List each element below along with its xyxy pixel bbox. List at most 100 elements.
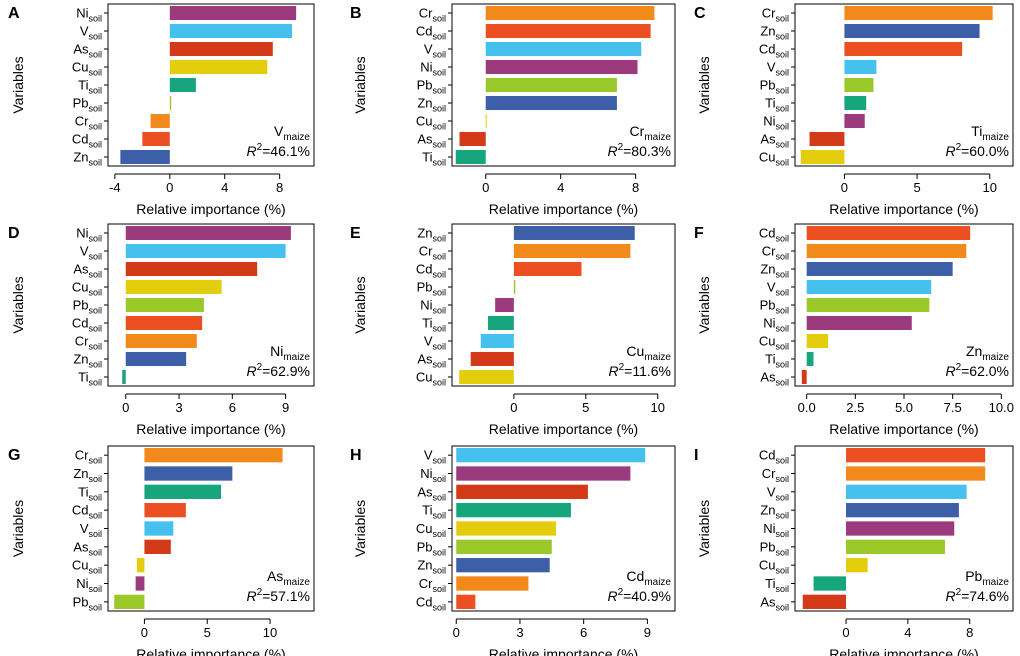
bar-ni <box>846 521 955 536</box>
category-label: Nisoil <box>420 466 446 484</box>
category-label: Vsoil <box>80 521 102 539</box>
category-label: Pbsoil <box>417 78 446 96</box>
category-label: Pbsoil <box>417 280 446 298</box>
panel-letter: E <box>350 225 361 242</box>
category-label: Assoil <box>417 132 446 150</box>
target-label: Pbmaize <box>965 568 1009 588</box>
bar-cr <box>513 243 631 259</box>
panel-letter: H <box>350 447 362 464</box>
bar-cu <box>136 558 145 573</box>
target-label: Timaize <box>971 123 1009 143</box>
x-tick-label: 8 <box>276 180 283 195</box>
panel-letter: F <box>694 225 704 242</box>
x-tick-label: 0 <box>482 180 489 195</box>
category-label: Assoil <box>417 352 446 370</box>
panel-letter: I <box>694 447 698 464</box>
category-label: Pbsoil <box>73 594 102 612</box>
category-label: Tisoil <box>78 484 102 502</box>
bar-ni <box>125 225 291 241</box>
category-label: Cdsoil <box>72 132 102 150</box>
bar-cr <box>844 5 993 21</box>
x-axis-label: Relative importance (%) <box>489 421 638 437</box>
bar-ni <box>485 59 638 75</box>
bar-as <box>125 261 258 277</box>
bar-cd <box>806 225 971 241</box>
r2-label: R2=60.0% <box>945 142 1009 159</box>
bar-cu <box>846 558 868 573</box>
panel-letter: B <box>350 5 362 22</box>
category-label: Cusoil <box>72 558 102 576</box>
bar-ni <box>844 113 865 129</box>
panel-i: CdsoilCrsoilVsoilZnsoilNisoilPbsoilCusoi… <box>694 445 1014 656</box>
target-label: Nimaize <box>270 343 310 363</box>
bar-pb <box>114 594 145 609</box>
category-label: Pbsoil <box>760 539 789 557</box>
category-label: Pbsoil <box>73 96 102 114</box>
bar-cd <box>125 315 203 331</box>
panel-e: ZnsoilCrsoilCdsoilPbsoilNisoilTisoilVsoi… <box>350 223 676 437</box>
x-tick-label: 0 <box>842 625 849 640</box>
x-axis-label: Relative importance (%) <box>829 201 978 217</box>
category-label: Crsoil <box>762 6 789 24</box>
bar-cd <box>142 131 170 147</box>
bar-ti <box>144 484 222 499</box>
category-label: Cdsoil <box>72 316 102 334</box>
bar-ni <box>456 466 631 481</box>
category-label: Znsoil <box>760 24 789 42</box>
category-label: Cdsoil <box>759 448 789 466</box>
bar-zn <box>513 225 635 241</box>
bar-as <box>802 594 847 609</box>
bar-pb <box>485 77 617 93</box>
bar-as <box>809 131 845 147</box>
category-label: Crsoil <box>419 6 446 24</box>
bar-cu <box>485 113 487 129</box>
y-axis-label: Variables <box>10 276 26 333</box>
category-label: Vsoil <box>767 484 789 502</box>
bar-pb <box>513 279 516 295</box>
category-label: Nisoil <box>76 576 102 594</box>
bar-pb <box>456 539 552 554</box>
category-label: Znsoil <box>417 96 446 114</box>
r2-label: R2=62.0% <box>945 362 1009 379</box>
bar-ni <box>806 315 912 331</box>
x-tick-label: 8 <box>966 625 973 640</box>
r2-label: R2=46.1% <box>246 142 310 159</box>
category-label: Nisoil <box>763 521 789 539</box>
bar-v <box>456 448 646 463</box>
panel-letter: G <box>8 447 20 464</box>
category-label: Cdsoil <box>416 24 446 42</box>
bar-cr <box>846 466 986 481</box>
x-axis-label: Relative importance (%) <box>829 646 978 656</box>
category-label: Nisoil <box>76 6 102 24</box>
bar-ni <box>495 297 514 313</box>
category-label: Cdsoil <box>759 226 789 244</box>
category-label: Znsoil <box>760 262 789 280</box>
bar-ti <box>455 149 486 165</box>
panel-letter: D <box>8 225 20 242</box>
panel-h: VsoilNisoilAssoilTisoilCusoilPbsoilZnsoi… <box>350 445 676 656</box>
category-label: Assoil <box>760 370 789 388</box>
category-label: Cdsoil <box>759 42 789 60</box>
category-label: Tisoil <box>765 576 789 594</box>
r2-label: R2=62.9% <box>246 362 310 379</box>
y-axis-label: Variables <box>696 56 712 113</box>
bar-cr <box>456 576 529 591</box>
panel-letter: C <box>694 5 706 22</box>
x-tick-label: 0 <box>841 180 848 195</box>
bar-zn <box>120 149 170 165</box>
bar-zn <box>125 351 187 367</box>
panel-b: CrsoilCdsoilVsoilNisoilPbsoilZnsoilCusoi… <box>350 3 676 217</box>
x-tick-label: 6 <box>229 400 236 415</box>
bar-ti <box>456 503 571 518</box>
x-axis-label: Relative importance (%) <box>489 646 638 656</box>
category-label: Cusoil <box>759 334 789 352</box>
x-tick-label: 5 <box>204 625 211 640</box>
x-axis-label: Relative importance (%) <box>136 421 285 437</box>
y-axis-label: Variables <box>696 500 712 557</box>
category-label: Cusoil <box>416 521 446 539</box>
x-tick-label: 0 <box>166 180 173 195</box>
category-label: Pbsoil <box>760 298 789 316</box>
category-label: Znsoil <box>417 226 446 244</box>
target-label: Cdmaize <box>626 568 671 588</box>
